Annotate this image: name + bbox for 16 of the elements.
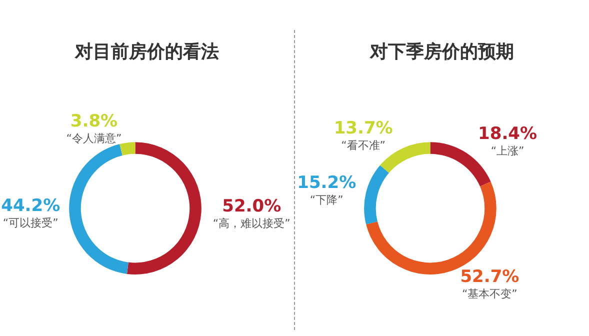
slice-label: “高，难以接受” — [212, 216, 290, 230]
data-label: 18.4% — [478, 124, 538, 144]
data-label: 15.2% — [297, 172, 356, 193]
slice-label: “下降” — [310, 193, 344, 206]
slice-label: “可以接受” — [2, 216, 58, 230]
data-label: 52.0% — [222, 196, 282, 216]
chart-title: 对下季房价的预期 — [369, 42, 514, 62]
slice-label: “令人满意” — [66, 132, 122, 146]
chart-title: 对目前房价的看法 — [74, 42, 219, 62]
data-label: 13.7% — [334, 118, 393, 138]
slice-label: “基本不变” — [462, 288, 518, 301]
slice-label: “看不准” — [341, 138, 386, 152]
data-label: 3.8% — [70, 112, 118, 132]
data-label: 44.2% — [1, 196, 60, 216]
slice-label: “上涨” — [490, 144, 524, 158]
data-label: 52.7% — [460, 267, 520, 288]
